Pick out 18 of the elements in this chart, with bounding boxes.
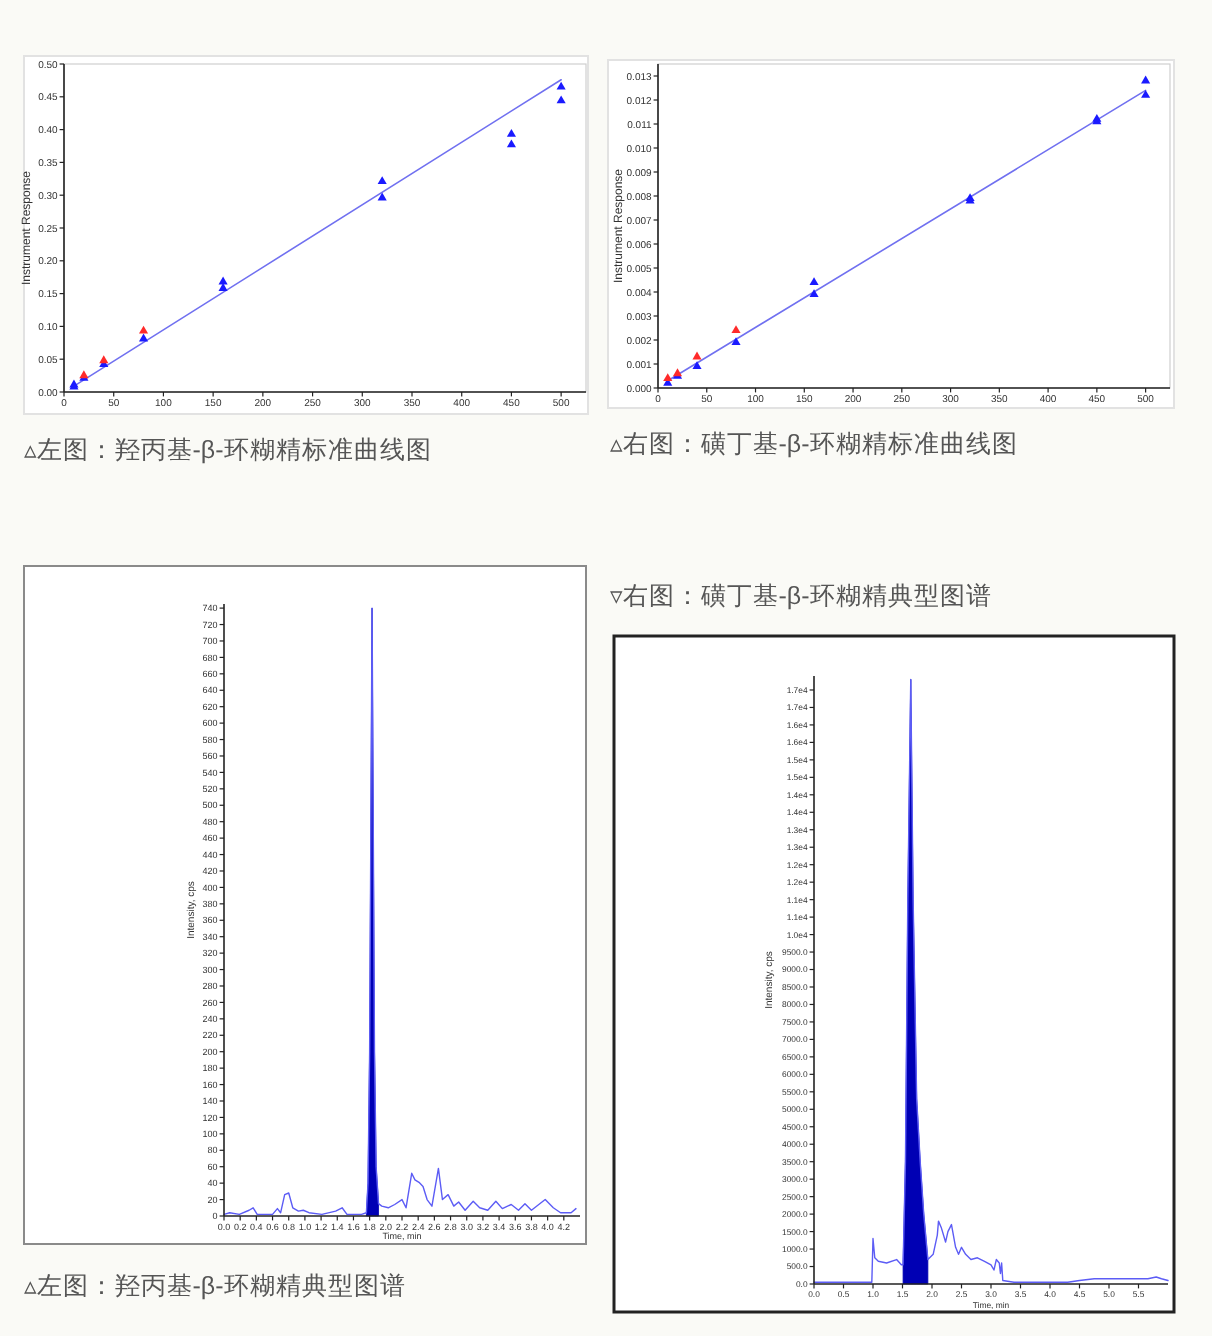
point xyxy=(692,361,702,370)
chart-title: ▿右图：磺丁基-β-环糊精典型图谱 xyxy=(610,582,992,610)
point xyxy=(218,283,228,291)
point xyxy=(377,176,387,185)
point xyxy=(556,81,566,90)
point xyxy=(731,325,741,334)
text: ▵左图：羟丙基-β-环糊精典型图谱 xyxy=(24,1272,406,1300)
line-series xyxy=(813,678,1169,1283)
point xyxy=(1141,89,1151,98)
point xyxy=(506,128,516,137)
point xyxy=(809,277,819,286)
point xyxy=(809,289,819,298)
line-series xyxy=(223,607,577,1216)
point xyxy=(506,139,516,148)
point xyxy=(731,337,741,346)
point xyxy=(138,325,149,334)
text: ▵左图：羟丙基-β-环糊精标准曲线图 xyxy=(24,436,432,464)
text: ▵右图：磺丁基-β-环糊精标准曲线图 xyxy=(610,430,1018,458)
